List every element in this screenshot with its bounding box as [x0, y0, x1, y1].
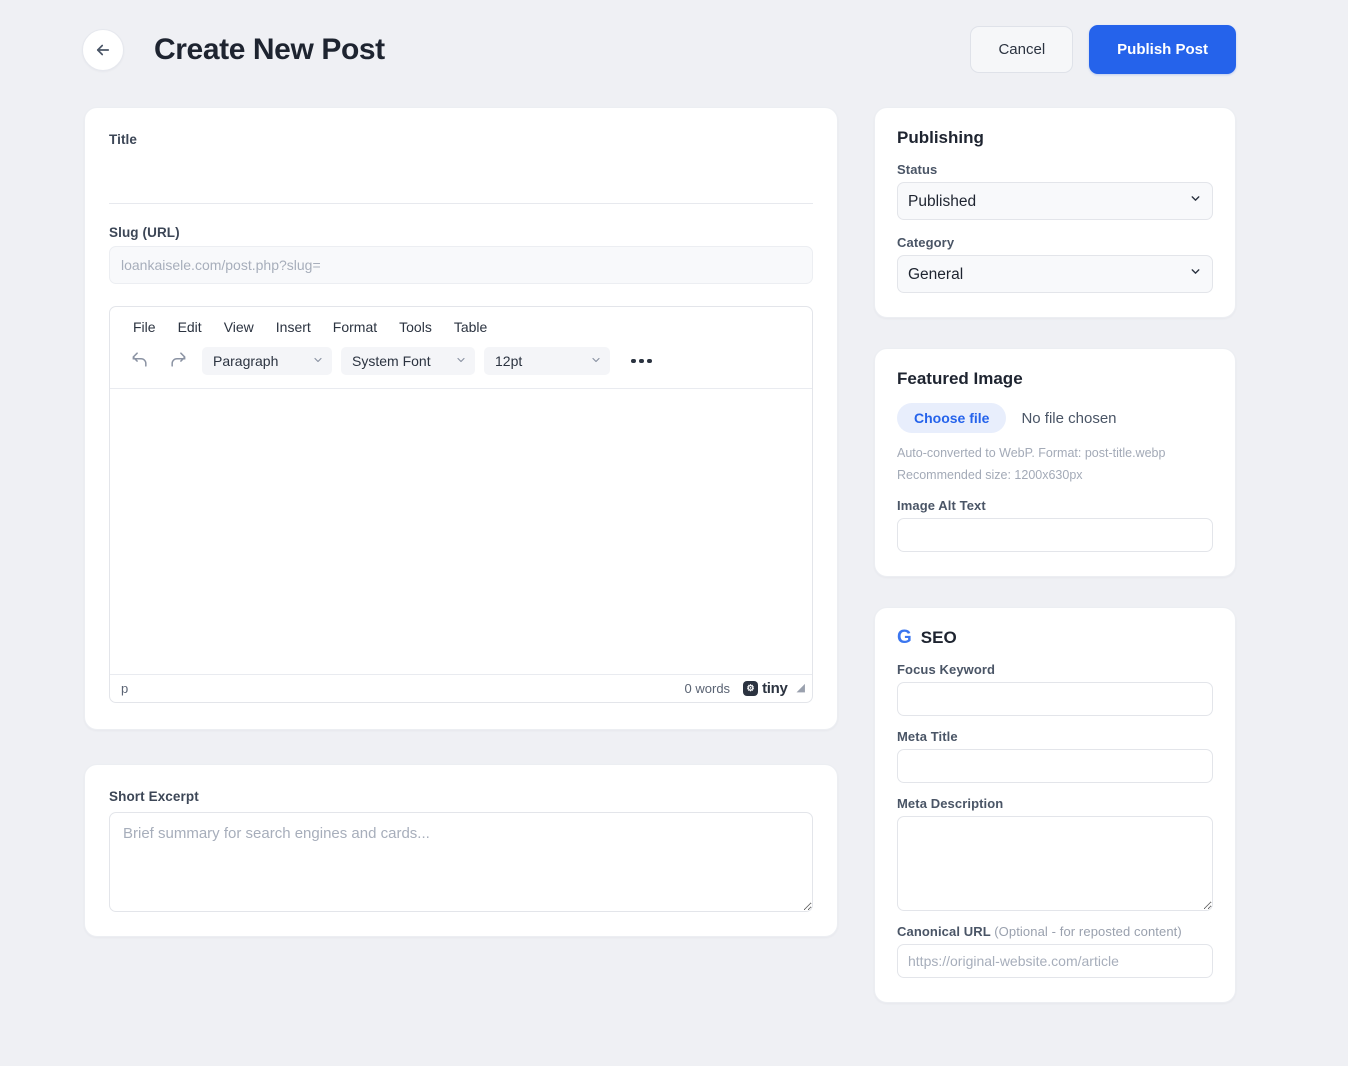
cancel-button[interactable]: Cancel	[970, 26, 1074, 73]
font-size-select[interactable]: 12pt	[484, 347, 610, 375]
menu-tools[interactable]: Tools	[399, 319, 432, 335]
excerpt-textarea[interactable]	[109, 812, 813, 912]
file-status-text: No file chosen	[1021, 409, 1117, 427]
canonical-url-label: Canonical URL (Optional - for reposted c…	[897, 924, 1213, 939]
seo-card: G SEO Focus Keyword Meta Title Meta Desc…	[874, 606, 1236, 1003]
category-select-wrap: General	[897, 255, 1213, 293]
image-alt-input[interactable]	[897, 517, 1213, 552]
resize-handle-icon[interactable]: ◢	[796, 682, 805, 694]
menu-edit[interactable]: Edit	[177, 319, 202, 335]
sidebar-column: Publishing Status Published Category Gen…	[874, 107, 1236, 1003]
excerpt-label: Short Excerpt	[109, 789, 199, 804]
page-title: Create New Post	[154, 32, 385, 66]
slug-label: Slug (URL)	[109, 225, 180, 240]
redo-button[interactable]	[163, 346, 193, 376]
meta-title-field: Meta Title	[897, 729, 1213, 783]
status-select-wrap: Published	[897, 182, 1213, 220]
font-family-select[interactable]: System Font	[341, 347, 475, 375]
element-path[interactable]: p	[121, 681, 129, 696]
menu-file[interactable]: File	[133, 319, 156, 335]
publish-post-button[interactable]: Publish Post	[1089, 25, 1236, 74]
focus-keyword-input[interactable]	[897, 681, 1213, 716]
category-select[interactable]: General	[897, 255, 1213, 293]
undo-button[interactable]	[124, 346, 154, 376]
chevron-down-icon	[312, 353, 324, 369]
undo-icon	[130, 350, 149, 372]
chevron-down-icon	[590, 353, 602, 369]
tinymce-menubar: File Edit View Insert Format Tools Table	[110, 307, 812, 343]
font-family-value: System Font	[352, 353, 431, 369]
block-format-value: Paragraph	[213, 353, 279, 369]
status-label: Status	[897, 162, 938, 177]
size-hint: Recommended size: 1200x630px	[897, 468, 1083, 483]
choose-file-button[interactable]: Choose file	[897, 403, 1007, 433]
menu-insert[interactable]: Insert	[275, 319, 311, 335]
tiny-logo-icon[interactable]: ⚙ tiny	[743, 680, 788, 697]
status-select[interactable]: Published	[897, 182, 1213, 220]
category-field: Category General	[897, 235, 1213, 293]
canonical-url-field: Canonical URL (Optional - for reposted c…	[897, 924, 1213, 978]
canonical-url-label-text: Canonical URL	[897, 923, 991, 939]
google-g-icon: G	[897, 627, 912, 649]
focus-keyword-label: Focus Keyword	[897, 661, 996, 677]
block-format-select[interactable]: Paragraph	[202, 347, 332, 375]
seo-title-row: G SEO	[897, 628, 1213, 648]
back-button[interactable]	[82, 28, 124, 71]
page-header: Create New Post Cancel Publish Post	[0, 0, 1348, 99]
tinymce-editor: File Edit View Insert Format Tools Table	[109, 306, 813, 703]
chevron-down-icon	[455, 353, 467, 369]
meta-title-label: Meta Title	[897, 728, 958, 744]
menu-table[interactable]: Table	[453, 319, 488, 335]
publishing-title: Publishing	[897, 128, 984, 147]
tinymce-content-area[interactable]	[110, 389, 812, 674]
tinymce-toolbar: Paragraph System Font	[110, 343, 812, 389]
meta-description-field: Meta Description	[897, 796, 1213, 911]
more-horizontal-icon[interactable]	[625, 351, 658, 372]
menu-view[interactable]: View	[223, 319, 254, 335]
focus-keyword-field: Focus Keyword	[897, 662, 1213, 716]
tinymce-statusbar: p 0 words ⚙ tiny ◢	[110, 674, 812, 702]
publishing-card: Publishing Status Published Category Gen…	[874, 107, 1236, 318]
arrow-left-icon	[94, 41, 112, 59]
featured-image-title: Featured Image	[897, 369, 1023, 388]
meta-description-label: Meta Description	[897, 795, 1004, 811]
image-alt-label: Image Alt Text	[897, 497, 986, 513]
font-size-value: 12pt	[495, 353, 523, 369]
page-layout: Title Slug (URL) File Edit View Insert F…	[0, 99, 1348, 1003]
format-hint: Auto-converted to WebP. Format: post-tit…	[897, 446, 1166, 460]
seo-title: SEO	[920, 627, 957, 647]
title-input[interactable]	[109, 153, 813, 204]
meta-description-textarea[interactable]	[897, 815, 1213, 911]
slug-input[interactable]	[109, 246, 813, 284]
featured-image-card: Featured Image Choose file No file chose…	[874, 348, 1236, 577]
canonical-url-note: (Optional - for reposted content)	[994, 923, 1182, 939]
short-excerpt-card: Short Excerpt	[84, 764, 838, 937]
file-picker-row: Choose file No file chosen	[897, 403, 1213, 433]
meta-title-input[interactable]	[897, 748, 1213, 783]
menu-format[interactable]: Format	[332, 319, 378, 335]
redo-icon	[169, 350, 188, 372]
post-content-card: Title Slug (URL) File Edit View Insert F…	[84, 107, 838, 730]
tiny-brand-name: tiny	[762, 680, 788, 697]
canonical-url-input[interactable]	[897, 943, 1213, 978]
word-count: 0 words	[684, 681, 731, 696]
title-label: Title	[109, 132, 138, 147]
main-column: Title Slug (URL) File Edit View Insert F…	[84, 107, 838, 937]
header-actions: Cancel Publish Post	[970, 25, 1236, 74]
slug-block: Slug (URL)	[109, 225, 813, 284]
category-label: Category	[897, 235, 955, 250]
